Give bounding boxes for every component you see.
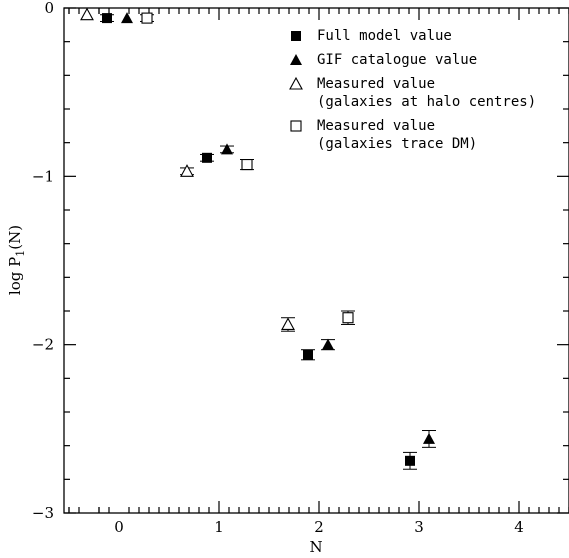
y-tick-label: −1 bbox=[32, 167, 54, 185]
y-tick-label: 0 bbox=[44, 0, 54, 17]
markers bbox=[80, 7, 436, 470]
y-axis-title: log P1(N) bbox=[6, 225, 27, 295]
data-point-series-1 bbox=[303, 349, 313, 360]
data-point-series-2 bbox=[322, 338, 334, 350]
data-point-series-3 bbox=[180, 164, 194, 177]
data-point-series-3 bbox=[80, 7, 94, 21]
legend-marker-4 bbox=[290, 120, 302, 132]
x-tick-label: 1 bbox=[214, 518, 224, 536]
legend: Full model value GIF catalogue value Measu… bbox=[289, 28, 536, 152]
legend-label-2: GIF catalogue value bbox=[317, 52, 477, 68]
legend-marker-3 bbox=[289, 76, 303, 90]
data-point-series-1 bbox=[405, 455, 415, 466]
tick-labels: 0 1 2 3 4 0 −1 −2 −3 bbox=[32, 0, 524, 536]
data-point-series-2 bbox=[423, 432, 435, 444]
y-tick-label: −2 bbox=[32, 336, 54, 354]
legend-marker-1 bbox=[291, 31, 301, 41]
legend-label-1: Full model value bbox=[317, 28, 452, 44]
data-point-series-3 bbox=[281, 317, 295, 331]
y-axis-title-subscript: 1 bbox=[14, 250, 27, 257]
y-tick-label: −3 bbox=[32, 504, 54, 522]
legend-marker-2 bbox=[290, 54, 302, 65]
legend-label-3: Measured value bbox=[317, 76, 435, 92]
y-axis-title-tail: (N) bbox=[6, 225, 24, 250]
data-point-series-1 bbox=[102, 13, 112, 24]
legend-label-4: Measured value bbox=[317, 118, 435, 134]
data-point-series-4 bbox=[241, 159, 253, 171]
x-tick-label: 2 bbox=[314, 518, 324, 536]
plot-frame bbox=[63, 7, 569, 514]
data-point-series-4 bbox=[342, 312, 354, 324]
legend-label-3: (galaxies at halo centres) bbox=[317, 94, 536, 110]
legend-label-4: (galaxies trace DM) bbox=[317, 136, 477, 152]
x-axis-title: N bbox=[309, 538, 322, 556]
data-point-series-2 bbox=[121, 12, 133, 24]
ticks bbox=[64, 7, 569, 514]
data-point-series-2 bbox=[221, 143, 233, 155]
x-tick-label: 4 bbox=[514, 518, 524, 536]
y-axis-title-main: log P bbox=[6, 257, 24, 295]
data-point-series-1 bbox=[202, 152, 212, 163]
data-point-series-4 bbox=[141, 12, 153, 24]
x-tick-label: 3 bbox=[414, 518, 424, 536]
x-tick-label: 0 bbox=[114, 518, 124, 536]
